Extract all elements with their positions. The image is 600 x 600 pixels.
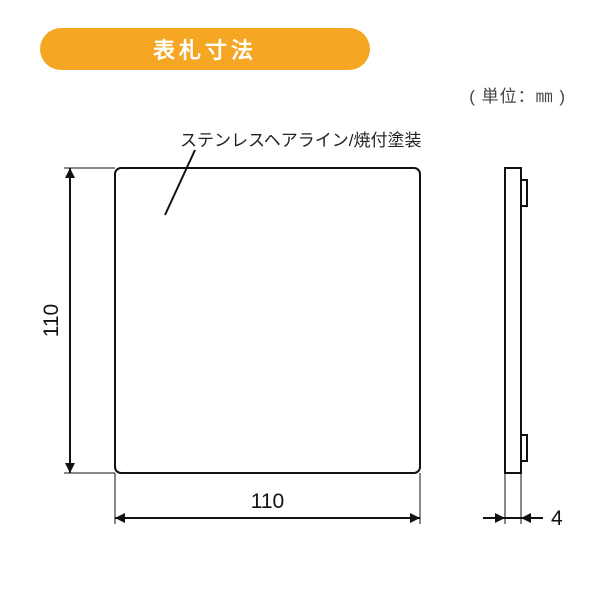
svg-text:110: 110 bbox=[251, 490, 284, 513]
svg-text:4: 4 bbox=[551, 507, 563, 530]
dimension-diagram: 110 110 4 bbox=[0, 0, 600, 600]
svg-text:110: 110 bbox=[40, 304, 63, 337]
